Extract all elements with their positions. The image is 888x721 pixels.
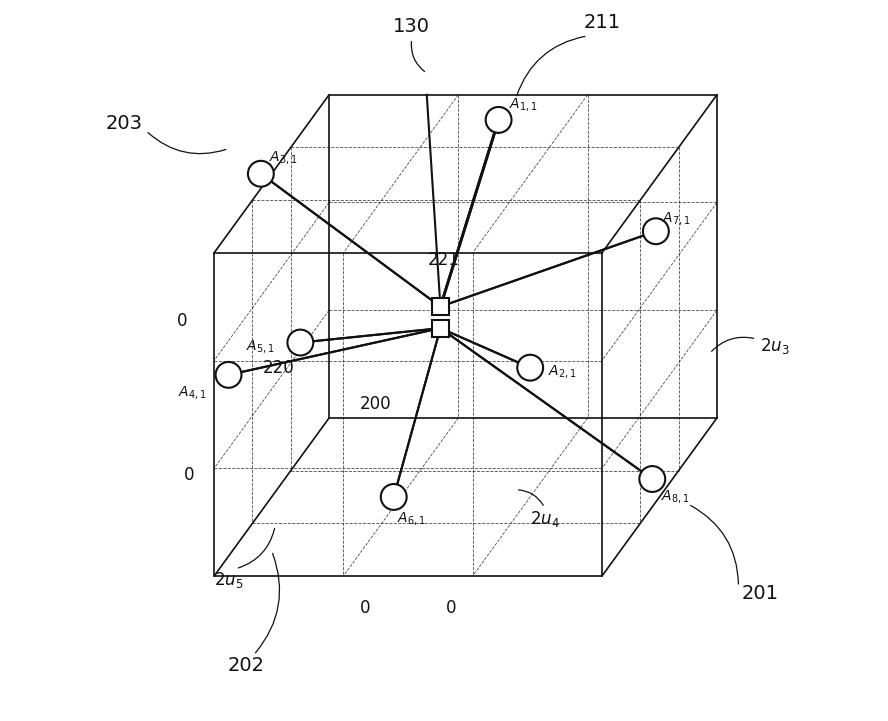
Circle shape [643, 218, 669, 244]
Text: $A_{7,1}$: $A_{7,1}$ [662, 210, 690, 227]
Text: $A_{2,1}$: $A_{2,1}$ [548, 363, 577, 380]
Text: 202: 202 [228, 656, 265, 676]
Circle shape [288, 329, 313, 355]
Text: 201: 201 [741, 585, 779, 603]
Text: 220: 220 [263, 358, 295, 376]
Text: $A_{3,1}$: $A_{3,1}$ [269, 149, 298, 167]
Text: 200: 200 [360, 394, 392, 412]
Circle shape [639, 466, 665, 492]
Text: $A_{1,1}$: $A_{1,1}$ [510, 96, 538, 112]
Text: $2u_5$: $2u_5$ [214, 570, 243, 590]
Text: 0: 0 [446, 599, 456, 617]
Circle shape [517, 355, 543, 381]
Circle shape [248, 161, 274, 187]
Bar [432, 298, 449, 315]
Circle shape [486, 107, 511, 133]
Text: 203: 203 [106, 114, 143, 133]
Text: 211: 211 [583, 14, 621, 32]
Text: 221: 221 [428, 251, 460, 269]
Text: $A_{4,1}$: $A_{4,1}$ [178, 384, 207, 402]
Circle shape [216, 362, 242, 388]
Text: $2u_3$: $2u_3$ [759, 336, 789, 356]
Text: 130: 130 [393, 17, 430, 36]
Text: 0: 0 [184, 466, 194, 485]
Bar [432, 319, 449, 337]
Text: $A_{5,1}$: $A_{5,1}$ [247, 337, 275, 355]
Text: $A_{8,1}$: $A_{8,1}$ [661, 488, 690, 505]
Text: 0: 0 [360, 599, 370, 617]
Text: $A_{6,1}$: $A_{6,1}$ [397, 510, 426, 527]
Circle shape [381, 484, 407, 510]
Text: 0: 0 [177, 312, 187, 330]
Text: $2u_4$: $2u_4$ [529, 508, 559, 528]
